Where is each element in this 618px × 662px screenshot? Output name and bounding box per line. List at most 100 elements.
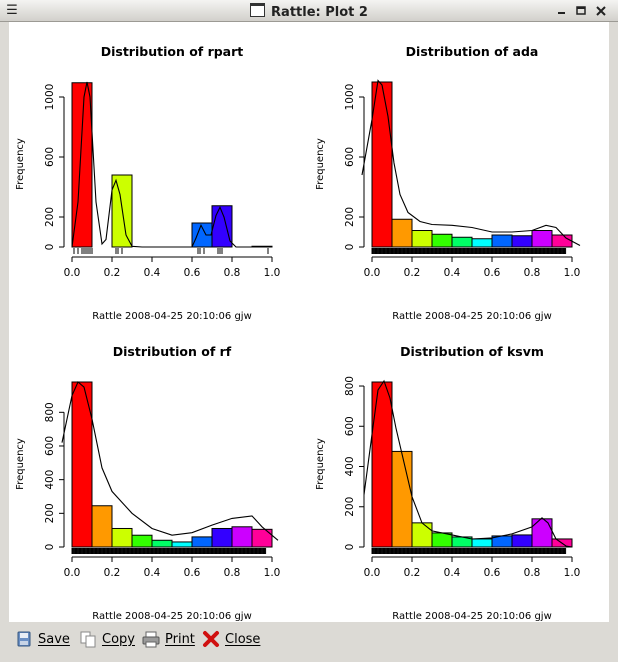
x-tick-label: 0.4 xyxy=(144,267,161,279)
chart-footer: Rattle 2008-04-25 20:10:06 gjw xyxy=(392,311,552,322)
chart-panel: Distribution of rf 0.0 0.2 0.4 0.6 0.8 1.0 0 200… xyxy=(15,344,280,622)
y-tick-label: 0 xyxy=(44,244,56,251)
chart-title: Distribution of ada xyxy=(406,44,539,59)
maximize-button[interactable] xyxy=(574,3,588,18)
x-tick-label: 0.8 xyxy=(524,267,541,279)
window-menu-icon[interactable]: ☰ xyxy=(6,3,18,18)
close-window-button[interactable] xyxy=(594,3,608,18)
histogram-bar xyxy=(91,505,113,548)
save-icon xyxy=(15,630,33,648)
histogram-bar xyxy=(511,235,533,248)
chart-title: Distribution of ksvm xyxy=(400,344,544,359)
x-tick-label: 0.8 xyxy=(224,567,241,579)
maximize-icon xyxy=(576,6,586,15)
histogram-bar xyxy=(111,527,133,548)
x-tick-label: 1.0 xyxy=(564,267,581,279)
chart-title: Distribution of rpart xyxy=(101,44,244,59)
toolbar: Save Copy Print Close xyxy=(9,624,609,654)
histogram-bar xyxy=(171,541,193,548)
chart-panel: Distribution of ada 0.0 0.2 0.4 0.6 0.8 1.0 0 20… xyxy=(315,44,580,322)
histogram-bar xyxy=(191,536,213,548)
x-tick-label: 0.2 xyxy=(104,267,121,279)
x-axis: 0.0 0.2 0.4 0.6 0.8 1.0 xyxy=(64,256,281,279)
y-tick-label: 800 xyxy=(344,376,356,396)
chart-panel: Distribution of ksvm 0.0 0.2 0.4 0.6 0.8 1.0 0 2… xyxy=(315,344,580,622)
x-tick-label: 1.0 xyxy=(564,567,581,579)
chart-footer: Rattle 2008-04-25 20:10:06 gjw xyxy=(92,611,252,622)
histogram-bar xyxy=(211,527,233,548)
save-button[interactable]: Save xyxy=(15,627,70,651)
print-label: Print xyxy=(165,631,195,647)
minimize-button[interactable] xyxy=(555,3,569,18)
density-line xyxy=(363,379,573,548)
chart-footer: Rattle 2008-04-25 20:10:06 gjw xyxy=(392,611,552,622)
y-tick-label: 600 xyxy=(344,416,356,436)
y-axis: 0 200 400 600 800 xyxy=(344,376,365,550)
histogram-bar xyxy=(251,528,273,548)
histogram-bar xyxy=(211,205,233,248)
chart-footer: Rattle 2008-04-25 20:10:06 gjw xyxy=(92,311,252,322)
print-button[interactable]: Print xyxy=(142,627,195,651)
y-axis: 0 200 600 1000 xyxy=(344,84,365,250)
rug-marks xyxy=(73,248,269,254)
histogram-bar xyxy=(71,381,93,548)
y-tick-label: 200 xyxy=(344,497,356,517)
x-tick-label: 1.0 xyxy=(264,267,281,279)
close-label: Close xyxy=(225,631,261,647)
y-tick-label: 0 xyxy=(44,544,56,551)
rug-marks xyxy=(71,548,267,554)
y-axis-label: Frequency xyxy=(15,138,26,190)
x-tick-label: 0.0 xyxy=(364,267,381,279)
x-tick-label: 0.4 xyxy=(444,267,461,279)
copy-button[interactable]: Copy xyxy=(79,627,135,651)
x-tick-label: 0.4 xyxy=(144,567,161,579)
x-tick-label: 0.2 xyxy=(104,567,121,579)
x-tick-label: 0.6 xyxy=(184,567,201,579)
y-tick-label: 1000 xyxy=(44,84,56,111)
x-tick-label: 0.4 xyxy=(444,567,461,579)
x-tick-label: 0.0 xyxy=(64,267,81,279)
histogram-bar xyxy=(231,526,253,548)
close-icon xyxy=(596,6,606,16)
y-tick-label: 200 xyxy=(44,207,56,227)
histogram-bar xyxy=(551,234,573,248)
histogram-bar xyxy=(431,532,453,548)
x-tick-label: 0.0 xyxy=(364,567,381,579)
x-axis: 0.0 0.2 0.4 0.6 0.8 1.0 xyxy=(64,556,281,579)
density-line xyxy=(71,81,272,248)
x-tick-label: 0.2 xyxy=(404,267,421,279)
x-tick-label: 0.0 xyxy=(64,567,81,579)
density-line xyxy=(61,381,279,541)
density-line xyxy=(361,79,581,246)
histogram-bar xyxy=(431,233,453,248)
histogram-bar xyxy=(391,450,413,548)
save-label: Save xyxy=(38,631,70,647)
histogram-bar xyxy=(531,518,553,548)
chart-title: Distribution of rf xyxy=(113,344,232,359)
y-axis-label: Frequency xyxy=(315,138,326,190)
x-tick-label: 0.8 xyxy=(524,567,541,579)
y-tick-label: 600 xyxy=(44,147,56,167)
histogram-bar xyxy=(511,534,533,548)
x-tick-label: 0.8 xyxy=(224,267,241,279)
histogram-bar xyxy=(131,534,153,548)
y-tick-label: 800 xyxy=(44,402,56,422)
x-axis: 0.0 0.2 0.4 0.6 0.8 1.0 xyxy=(364,256,581,279)
histogram-bar xyxy=(371,381,393,548)
plot-area: Distribution of rpart 0.0 0.2 0.4 0.6 0.8 1.0 0… xyxy=(9,22,609,622)
histogram-bar xyxy=(491,234,513,248)
copy-icon xyxy=(79,630,97,648)
close-button[interactable]: Close xyxy=(202,627,260,651)
x-tick-label: 1.0 xyxy=(264,567,281,579)
rug-marks xyxy=(371,248,567,254)
x-tick-label: 0.6 xyxy=(484,267,501,279)
y-axis: 0 200 600 1000 xyxy=(44,84,65,251)
x-axis: 0.0 0.2 0.4 0.6 0.8 1.0 xyxy=(364,556,581,579)
histogram-bar xyxy=(411,522,433,548)
window-title: Rattle: Plot 2 xyxy=(271,5,368,20)
y-tick-label: 200 xyxy=(44,503,56,523)
histogram-bar xyxy=(411,230,433,248)
histogram-bar xyxy=(371,81,393,248)
minimize-icon xyxy=(558,12,565,14)
